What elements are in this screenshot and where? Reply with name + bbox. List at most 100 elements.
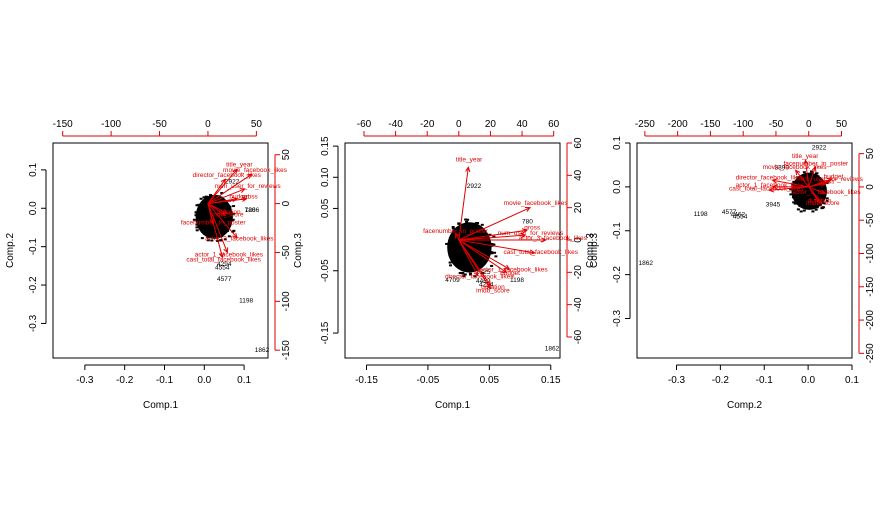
cluster-mark xyxy=(488,233,492,236)
cluster-mark xyxy=(219,223,223,226)
cluster-mark xyxy=(808,173,812,176)
cluster-mark xyxy=(469,242,473,245)
cluster-mark xyxy=(213,215,217,218)
right-tick-label: -50 xyxy=(865,213,876,228)
cluster-mark xyxy=(475,229,479,232)
cluster-mark xyxy=(227,235,231,238)
loading-arrow xyxy=(207,203,223,258)
x-axis-title: Comp.2 xyxy=(727,400,762,411)
cluster-mark xyxy=(803,205,807,208)
loading-arrow xyxy=(458,239,479,276)
cluster-mark xyxy=(804,202,808,205)
cluster-mark xyxy=(195,229,199,232)
loading-label: imdb_score xyxy=(806,200,840,207)
cluster-mark xyxy=(202,196,206,199)
cluster-mark xyxy=(232,212,236,215)
loading-arrow xyxy=(455,233,460,241)
loading-arrow xyxy=(808,178,832,188)
cluster-mark xyxy=(796,176,800,179)
cluster-mark xyxy=(463,249,467,252)
cluster-mark xyxy=(205,229,209,232)
right-tick-label: 60 xyxy=(573,137,584,149)
loading-arrow xyxy=(207,188,245,205)
cluster-mark xyxy=(468,249,472,252)
x-tick-label: 0.1 xyxy=(237,375,251,386)
cluster-mark xyxy=(200,237,204,240)
observation-label: 1198 xyxy=(239,297,253,304)
y-tick-label: -0.2 xyxy=(28,276,39,294)
cluster-mark xyxy=(213,235,217,238)
top-tick-label: -50 xyxy=(769,119,784,130)
loading-arrow xyxy=(769,186,809,191)
cluster-mark xyxy=(195,226,199,229)
top-tick-label: -150 xyxy=(53,119,73,130)
right-tick-label: -150 xyxy=(281,340,292,360)
cluster-mark xyxy=(485,246,489,249)
loading-arrow xyxy=(458,239,510,270)
right-tick-label: 0 xyxy=(573,237,584,243)
top-tick-label: 0 xyxy=(456,119,462,130)
cluster-mark xyxy=(462,275,466,278)
cluster-mark xyxy=(197,207,201,210)
cluster-mark xyxy=(490,264,494,267)
cluster-mark xyxy=(206,197,210,200)
loading-arrow xyxy=(207,178,226,204)
cluster-mark xyxy=(464,218,468,221)
cluster-mark xyxy=(816,191,820,194)
cluster-mark xyxy=(490,251,494,254)
cluster-mark xyxy=(804,203,808,206)
cluster-mark xyxy=(476,255,480,258)
cluster-mark xyxy=(805,192,809,195)
cluster-mark xyxy=(228,205,232,208)
arrow-head xyxy=(485,283,492,290)
right-axis-title: Comp.3 xyxy=(585,233,596,268)
loading-label: actor_1_facebook_likes xyxy=(195,251,264,258)
y-tick-label: -0.1 xyxy=(612,222,623,240)
observation-label: 4554 xyxy=(733,213,748,220)
x-tick-label: 0.1 xyxy=(845,375,859,386)
top-tick-label: -100 xyxy=(733,119,753,130)
cluster-mark xyxy=(810,188,814,191)
cluster-mark xyxy=(799,210,803,213)
cluster-mark xyxy=(485,252,489,255)
cluster-mark xyxy=(815,172,819,175)
arrow-head xyxy=(220,178,227,185)
cluster-mark xyxy=(471,252,475,255)
cluster-mark xyxy=(465,256,469,259)
arrow-head xyxy=(218,252,224,259)
cluster-mark xyxy=(816,185,820,188)
observation-label: 1198 xyxy=(694,211,708,218)
observation-label: 4462 xyxy=(731,212,746,219)
y-tick-label: 0.1 xyxy=(28,162,39,176)
cluster-mark xyxy=(818,203,822,206)
cluster-mark xyxy=(484,236,488,239)
top-tick-label: 20 xyxy=(485,119,497,130)
loading-arrow xyxy=(207,203,238,239)
loading-label: movie_facebook_likes xyxy=(763,164,828,171)
cluster-mark xyxy=(218,202,222,205)
cluster-mark xyxy=(194,214,198,217)
cluster-mark xyxy=(203,229,207,232)
cluster-mark xyxy=(206,236,210,239)
loading-label: cast_total_facebook_likes xyxy=(504,249,579,256)
cluster-mark xyxy=(808,184,812,187)
cluster-mark xyxy=(452,235,456,238)
cluster-mark xyxy=(220,192,224,195)
cluster-mark xyxy=(458,271,462,274)
cluster-mark xyxy=(472,228,476,231)
observation-label: 3390 xyxy=(775,164,790,171)
cluster-mark xyxy=(462,223,466,226)
cluster-mark xyxy=(796,195,800,198)
loading-arrow xyxy=(795,169,810,188)
observation-label: 4554 xyxy=(215,265,230,272)
arrow-head xyxy=(232,168,238,175)
cluster-mark xyxy=(820,207,824,210)
cluster-mark xyxy=(445,242,449,245)
loading-arrow xyxy=(207,173,252,205)
cluster-mark xyxy=(802,171,806,174)
loading-arrow xyxy=(207,203,228,253)
loading-label: actor_3_facebook_likes xyxy=(519,235,588,242)
cluster-mark xyxy=(792,194,796,197)
cluster-mark xyxy=(206,203,210,206)
cluster-mark xyxy=(204,195,208,198)
